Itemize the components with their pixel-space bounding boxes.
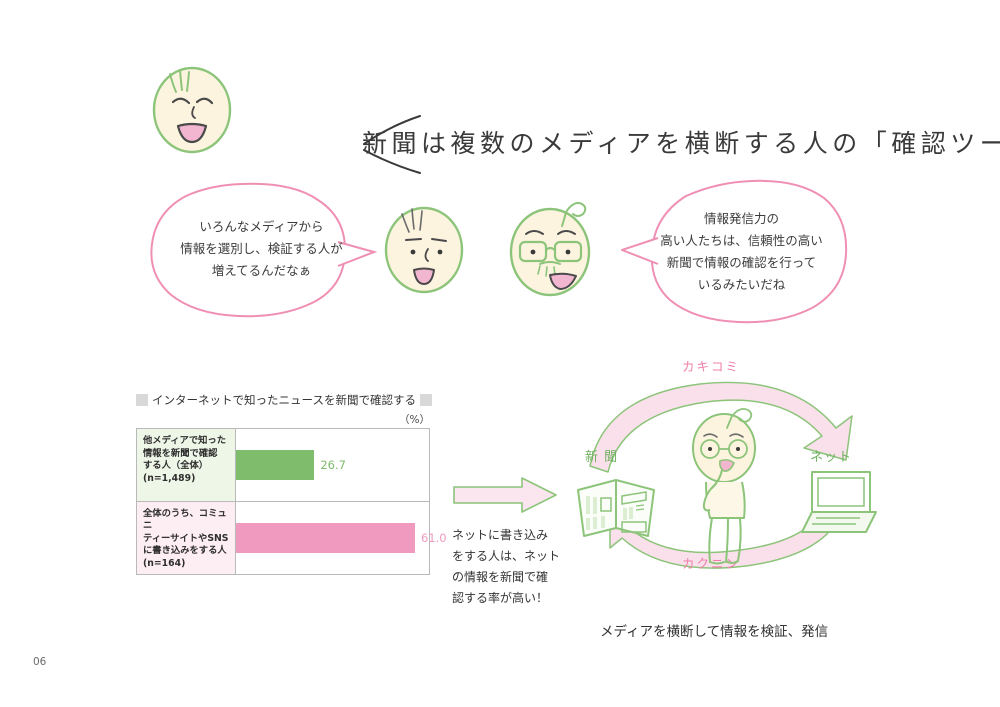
cycle-diagram: カキコミ カクニン 新 聞 ネット (560, 348, 900, 598)
bubble-right-line1: 情報発信力の (703, 211, 779, 226)
middle-caption-line1: ネットに書き込み (452, 528, 549, 542)
smiling-face-icon (152, 66, 232, 154)
cycle-caption: メディアを横断して情報を検証、発信 (600, 624, 829, 640)
chart-row-2: 全体のうち、コミュニ ティーサイトやSNS に書き込みをする人 (n=164) … (137, 501, 447, 575)
character-face-glasses-icon (509, 202, 591, 297)
title-row: 新聞は複数のメディアを横断する人の「確認ツール」でもある (140, 52, 1000, 174)
chart-bar-1 (236, 449, 315, 480)
chart-row-2-label: 全体のうち、コミュニ ティーサイトやSNS に書き込みをする人 (n=164) (137, 501, 236, 574)
row1-label-line3: する人（全体） (143, 460, 209, 472)
newspaper-label: 新 聞 (585, 450, 619, 465)
title-marker-right-icon (420, 394, 432, 406)
right-arrow-icon (453, 477, 557, 513)
chart-row-1-label: 他メディアで知った 情報を新聞で確認 する人（全体） (n=1,489) (137, 429, 236, 501)
row1-label-line1: 他メディアで知った (143, 435, 227, 446)
center-character-icon (692, 407, 756, 565)
bubble-outline (150, 182, 377, 318)
speech-bubble-left: いろんなメディアから 情報を選別し、検証する人が 増えてるんだなぁ (142, 178, 377, 323)
chart-row-1: 他メディアで知った 情報を新聞で確認 する人（全体） (n=1,489) 26.… (137, 429, 429, 502)
bubble-right-line4: いるみたいだね (697, 277, 786, 292)
bubble-left-line2: 情報を選別し、検証する人が (180, 241, 343, 256)
cycle-arrows (589, 381, 853, 569)
bubble-left-line3: 増えてるんだなぁ (211, 263, 312, 278)
laptop-icon (801, 471, 877, 533)
middle-caption-line4: 認する率が高い！ (452, 591, 549, 605)
row2-label-line3: に書き込みをする人 (143, 545, 227, 557)
row2-label-line2: ティーサイトやSNS (143, 532, 229, 544)
page-number: 06 (33, 656, 47, 668)
bubble-right-line2: 高い人たちは、信頼性の高い (660, 233, 823, 248)
chart-unit-label: （%） (399, 414, 430, 426)
row2-label-line1: 全体のうち、コミュニ (143, 507, 227, 532)
row1-label-line4: (n=1,489) (143, 472, 196, 484)
chart-title-row: インターネットで知ったニュースを新聞で確認する (136, 390, 432, 410)
newspaper-icon (577, 479, 655, 537)
bubble-right-text: 情報発信力の 高い人たちは、信頼性の高い 新聞で情報の確認を行って いるみたいだ… (624, 208, 859, 296)
chart-row-1-plot: 26.7 (236, 429, 429, 501)
bubble-outline (621, 179, 848, 324)
chart-title: インターネットで知ったニュースを新聞で確認する (152, 393, 416, 407)
row1-label-line2: 情報を新聞で確認 (143, 447, 218, 459)
character-face-plain-icon (384, 206, 464, 294)
bubble-right-line3: 新聞で情報の確認を行って (666, 255, 817, 270)
row2-label-line4: (n=164) (143, 557, 186, 569)
arrow-label-kakunin: カクニン (682, 556, 741, 571)
speech-bubble-right: 情報発信力の 高い人たちは、信頼性の高い 新聞で情報の確認を行って いるみたいだ… (620, 176, 855, 328)
net-label: ネット (810, 450, 853, 465)
chart-block: インターネットで知ったニュースを新聞で確認する （%） 他メディアで知った 情報… (136, 390, 447, 580)
chart-bar-2-value: 61.0 (420, 530, 447, 545)
title-marker-left-icon (136, 394, 148, 406)
page-title: 新聞は複数のメディアを横断する人の「確認ツール」でもある (362, 129, 1000, 158)
bubble-left-line1: いろんなメディアから (199, 219, 324, 234)
chart-frame: 他メディアで知った 情報を新聞で確認 する人（全体） (n=1,489) 26.… (136, 428, 447, 575)
bubble-left-text: いろんなメディアから 情報を選別し、検証する人が 増えてるんだなぁ (144, 216, 379, 282)
middle-caption-line3: の情報を新聞で確 (452, 570, 549, 584)
chart-bar-1-value: 26.7 (320, 457, 346, 472)
arrow-label-kakikomi: カキコミ (682, 359, 741, 374)
chart-bar-2 (236, 522, 415, 553)
chart-row-2-plot: 61.0 (236, 502, 447, 575)
title-leader-lines (363, 115, 421, 174)
middle-caption-line2: をする人は、ネット (452, 549, 561, 563)
middle-caption: ネットに書き込み をする人は、ネット の情報を新聞で確 認する率が高い！ (452, 525, 572, 609)
